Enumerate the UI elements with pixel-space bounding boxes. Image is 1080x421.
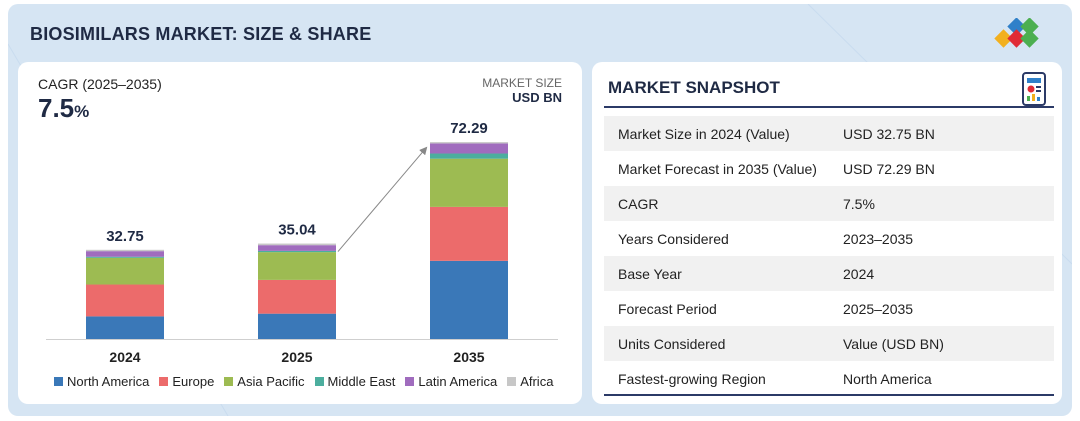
x-tick-label: 2024 [109,349,140,365]
table-row: Forecast Period 2025–2035 [604,291,1054,326]
snapshot-key: Base Year [618,265,682,282]
legend-label: Middle East [327,374,396,389]
bar-segment-2025-north-america [258,313,336,339]
snapshot-title-divider [604,106,1054,108]
bar-segment-2024-africa [86,249,164,252]
bar-total-label: 72.29 [450,120,488,137]
table-row: Base Year 2024 [604,256,1054,291]
legend-swatch [314,377,324,386]
snapshot-value: North America [843,370,932,387]
bar-segment-2035-africa [430,142,508,144]
bar-segment-2035-europe [430,206,508,261]
legend-swatch [405,377,415,386]
snapshot-key: CAGR [618,195,659,212]
snapshot-key: Units Considered [618,335,726,352]
legend-swatch [224,377,234,386]
table-row: Market Forecast in 2035 (Value) USD 72.29… [604,151,1054,186]
table-row: Years Considered 2023–2035 [604,221,1054,256]
table-row: Units Considered Value (USD BN) [604,326,1054,361]
bar-segment-2035-north-america [430,260,508,339]
snapshot-value: 2023–2035 [843,230,914,247]
legend-item: Latin America [405,374,497,389]
legend-item: North America [54,374,149,389]
cagr-label: CAGR (2025–2035) [38,76,162,92]
x-tick-label: 2025 [281,349,312,365]
bar-segment-2025-asia-pacific [258,252,336,280]
snapshot-table: Market Size in 2024 (Value) USD 32.75 BN M… [604,116,1054,396]
snapshot-key: Forecast Period [618,300,717,317]
x-tick-label: 2035 [453,349,484,365]
snapshot-value: USD 32.75 BN [843,125,935,142]
cagr-percent-sign: % [74,102,90,121]
diamond-logo-icon [994,18,1039,48]
bar-segment-2025-europe [258,279,336,314]
growth-arrow [337,146,428,252]
legend-label: Latin America [418,374,498,389]
table-row: Fastest-growing Region North America [604,361,1054,396]
snapshot-key: Fastest-growing Region [618,370,766,387]
legend-swatch [54,377,63,386]
cagr-number: 7.5 [38,93,75,123]
infographic-frame: BIOSIMILARS MARKET: SIZE & SHARE CAGR (2… [8,4,1072,416]
snapshot-value: USD 72.29 BN [843,160,935,177]
chart-panel: CAGR (2025–2035) 7.5% MARKET SIZE USD BN… [18,62,582,404]
bar-segment-2035-latin-america [430,143,508,154]
snapshot-panel: MARKET SNAPSHOT Market Size in 2024 (Val… [592,62,1062,404]
market-size-unit: USD BN [512,90,562,105]
legend-label: Africa [520,374,554,389]
legend-swatch [507,377,517,386]
table-row: CAGR 7.5% [604,186,1054,221]
bar-segment-2024-asia-pacific [86,257,164,285]
snapshot-title: MARKET SNAPSHOT [608,78,780,97]
legend-item: Middle East [314,374,396,389]
bar-total-label: 32.75 [106,228,144,245]
bar-segment-2025-latin-america [258,245,336,251]
legend-label: Asia Pacific [237,374,305,389]
bar-segment-2024-north-america [86,316,164,339]
snapshot-bottom-divider [604,394,1054,396]
market-size-label: MARKET SIZE [482,76,562,90]
bar-segment-2024-latin-america [86,251,164,257]
legend-item: Africa [507,374,553,389]
legend-label: Europe [172,374,215,389]
snapshot-key: Market Size in 2024 (Value) [618,125,790,142]
legend-label: North America [67,374,150,389]
bar-segment-2035-asia-pacific [430,158,508,207]
snapshot-value: Value (USD BN) [843,335,944,352]
stacked-bar-chart: 32.75 2024 35.04 2025 72.29 2035 [46,120,558,365]
bar-total-label: 35.04 [278,222,316,239]
page-title: BIOSIMILARS MARKET: SIZE & SHARE [30,24,372,44]
snapshot-key: Years Considered [618,230,729,247]
bar-segment-2024-europe [86,284,164,317]
legend-swatch [159,377,169,386]
snapshot-value: 2024 [843,265,875,282]
snapshot-value: 7.5% [843,195,875,212]
snapshot-key: Market Forecast in 2035 (Value) [618,160,817,177]
bar-segment-2025-middle-east [258,250,336,253]
legend-item: Europe [159,374,214,389]
bar-segment-2035-middle-east [430,153,508,159]
bar-segment-2024-middle-east [86,256,164,258]
bar-segment-2025-africa [258,243,336,246]
legend-item: Asia Pacific [224,374,305,389]
report-icon [1022,72,1046,106]
cagr-value: 7.5% [38,93,89,124]
snapshot-value: 2025–2035 [843,300,914,317]
table-row: Market Size in 2024 (Value) USD 32.75 BN [604,116,1054,151]
chart-legend: North America Europe Asia Pacific Middle Ea… [54,374,563,389]
